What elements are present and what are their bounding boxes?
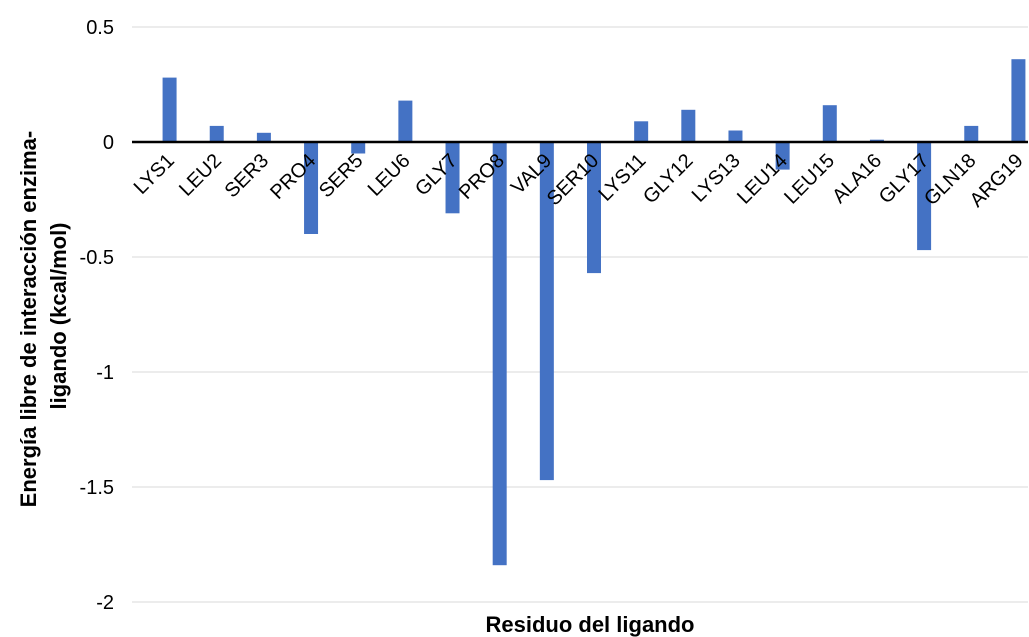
bar-gly12 (681, 109, 696, 142)
category-label: LEU6 (364, 150, 415, 201)
category-label: LEU2 (175, 150, 226, 201)
category-label: ARG19 (966, 150, 1028, 212)
x-axis-title: Residuo del ligando (485, 612, 694, 637)
category-label: LYS1 (130, 150, 179, 199)
bars (162, 59, 1026, 566)
y-tick-labels: 0.5 0 -0.5 -1 -1.5 -2 (80, 17, 114, 614)
y-axis-title-line-1: Energía libre de interacción enzima- (16, 131, 41, 508)
bar-leu15 (822, 105, 837, 142)
bar-pro8 (492, 142, 507, 566)
y-tick-label: -1 (96, 362, 114, 384)
category-labels: LYS1LEU2SER3PRO4SER5LEU6GLY7PRO8VAL9SER1… (130, 150, 1028, 212)
bar-lys1 (162, 77, 177, 142)
bar-lys13 (728, 130, 743, 142)
category-label: LEU14 (733, 150, 792, 209)
y-axis-title: Energía libre de interacción enzima- lig… (16, 125, 71, 508)
bar-leu6 (398, 100, 413, 142)
y-tick-label: 0.5 (86, 17, 114, 39)
bar-leu14 (775, 142, 790, 170)
bar-ser3 (256, 132, 271, 142)
y-axis-title-line-2: ligando (kcal/mol) (46, 222, 71, 409)
category-label: ALA16 (828, 150, 886, 208)
y-tick-label: -1.5 (80, 477, 114, 499)
bar-ser10 (587, 142, 601, 274)
y-tick-label: -2 (96, 592, 114, 614)
bar-arg19 (1011, 59, 1026, 143)
bar-gln18 (964, 125, 979, 142)
y-tick-label: -0.5 (80, 247, 114, 269)
bar-gly17 (917, 142, 932, 251)
bar-ser5 (351, 142, 366, 154)
bar-lys11 (634, 121, 649, 142)
bar-gly7 (445, 142, 460, 214)
bar-pro4 (304, 142, 319, 234)
category-label: LYS11 (595, 150, 651, 206)
category-label: SER3 (221, 150, 274, 203)
category-label: GLY12 (639, 150, 698, 209)
bar-leu2 (209, 125, 224, 142)
gridlines (132, 26, 1028, 603)
y-tick-label: 0 (103, 132, 114, 154)
bar-val9 (539, 142, 554, 481)
category-label: LYS13 (688, 150, 745, 207)
category-label: SER5 (315, 150, 368, 203)
